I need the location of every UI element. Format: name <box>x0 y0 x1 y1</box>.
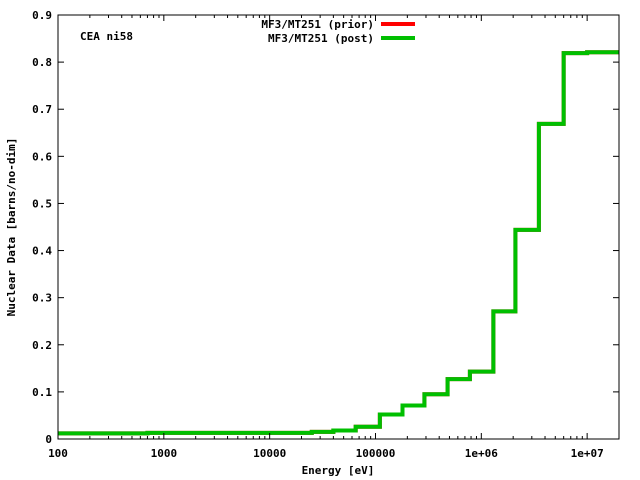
y-tick-label: 0.5 <box>32 197 52 210</box>
y-axis-ticks: 0 0.1 0.2 0.3 0.4 0.5 0.6 0.7 0.8 0.9 <box>32 9 619 446</box>
y-tick-label: 0.7 <box>32 103 52 116</box>
y-tick-label: 0.2 <box>32 339 52 352</box>
y-tick-label: 0.6 <box>32 150 52 163</box>
x-tick-label: 1e+07 <box>571 447 604 460</box>
y-tick-label: 0.3 <box>32 292 52 305</box>
y-tick-label: 0 <box>45 433 52 446</box>
plot-frame <box>57 14 620 440</box>
x-axis-label: Energy [eV] <box>302 464 375 477</box>
plot-area <box>58 50 619 436</box>
x-axis-ticks: 100 1000 10000 100000 1e+06 1e+07 <box>48 15 604 460</box>
x-tick-label: 100 <box>48 447 68 460</box>
legend: MF3/MT251 (prior)MF3/MT251 (post) <box>261 18 415 45</box>
x-tick-label: 1000 <box>151 447 178 460</box>
x-tick-label: 10000 <box>253 447 286 460</box>
y-tick-label: 0.1 <box>32 386 52 399</box>
legend-label-prior: MF3/MT251 (prior) <box>261 18 374 31</box>
y-axis-label: Nuclear Data [barns/no-dim] <box>5 138 18 317</box>
y-tick-label: 0.9 <box>32 9 52 22</box>
x-tick-label: 100000 <box>356 447 396 460</box>
series-line-post <box>58 50 619 436</box>
y-tick-label: 0.4 <box>32 245 52 258</box>
x-tick-label: 1e+06 <box>465 447 498 460</box>
y-tick-label: 0.8 <box>32 56 52 69</box>
legend-label-post: MF3/MT251 (post) <box>268 32 374 45</box>
chart-annotation: CEA ni58 <box>80 30 133 43</box>
